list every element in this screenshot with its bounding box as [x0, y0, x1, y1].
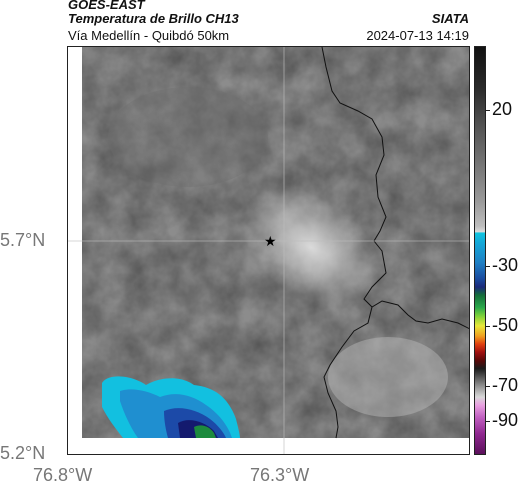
- map-canvas: ★: [68, 47, 469, 454]
- lat-label-5.2: 5.2°N: [0, 443, 46, 463]
- region-subtitle: Vía Medellín - Quibdó 50km: [68, 28, 230, 43]
- satellite-title: GOES-EAST: [68, 0, 145, 12]
- colorbar-label-neg50: -50: [492, 315, 519, 335]
- boundary-line: [321, 47, 469, 439]
- colorbar-tick: [486, 421, 490, 422]
- colorbar-tick: [486, 386, 490, 387]
- satellite-map[interactable]: ★: [67, 46, 470, 455]
- colorbar-tick: [486, 326, 490, 327]
- colorbar-tick: [486, 266, 490, 267]
- grid-lines: [68, 47, 469, 454]
- location-marker-star: ★: [264, 234, 277, 250]
- colorbar-label-neg70: -70: [492, 375, 519, 395]
- colorbar-tick: [486, 110, 490, 111]
- lat-label-5.7: 5.7°N: [0, 230, 46, 250]
- lon-label-76.3: 76.3°W: [250, 465, 310, 485]
- colorbar-label-20: 20: [492, 99, 513, 119]
- colorbar-label-neg30: -30: [492, 255, 519, 275]
- storm-cell: [102, 376, 240, 438]
- colorbar-label-neg90: -90: [492, 410, 519, 430]
- datetime-label: 2024-07-13 14:19: [366, 28, 469, 43]
- lon-label-76.8: 76.8°W: [33, 465, 93, 485]
- product-title: Temperatura de Brillo CH13: [68, 11, 239, 26]
- agency-label: SIATA: [431, 11, 469, 26]
- colorbar: [474, 46, 486, 455]
